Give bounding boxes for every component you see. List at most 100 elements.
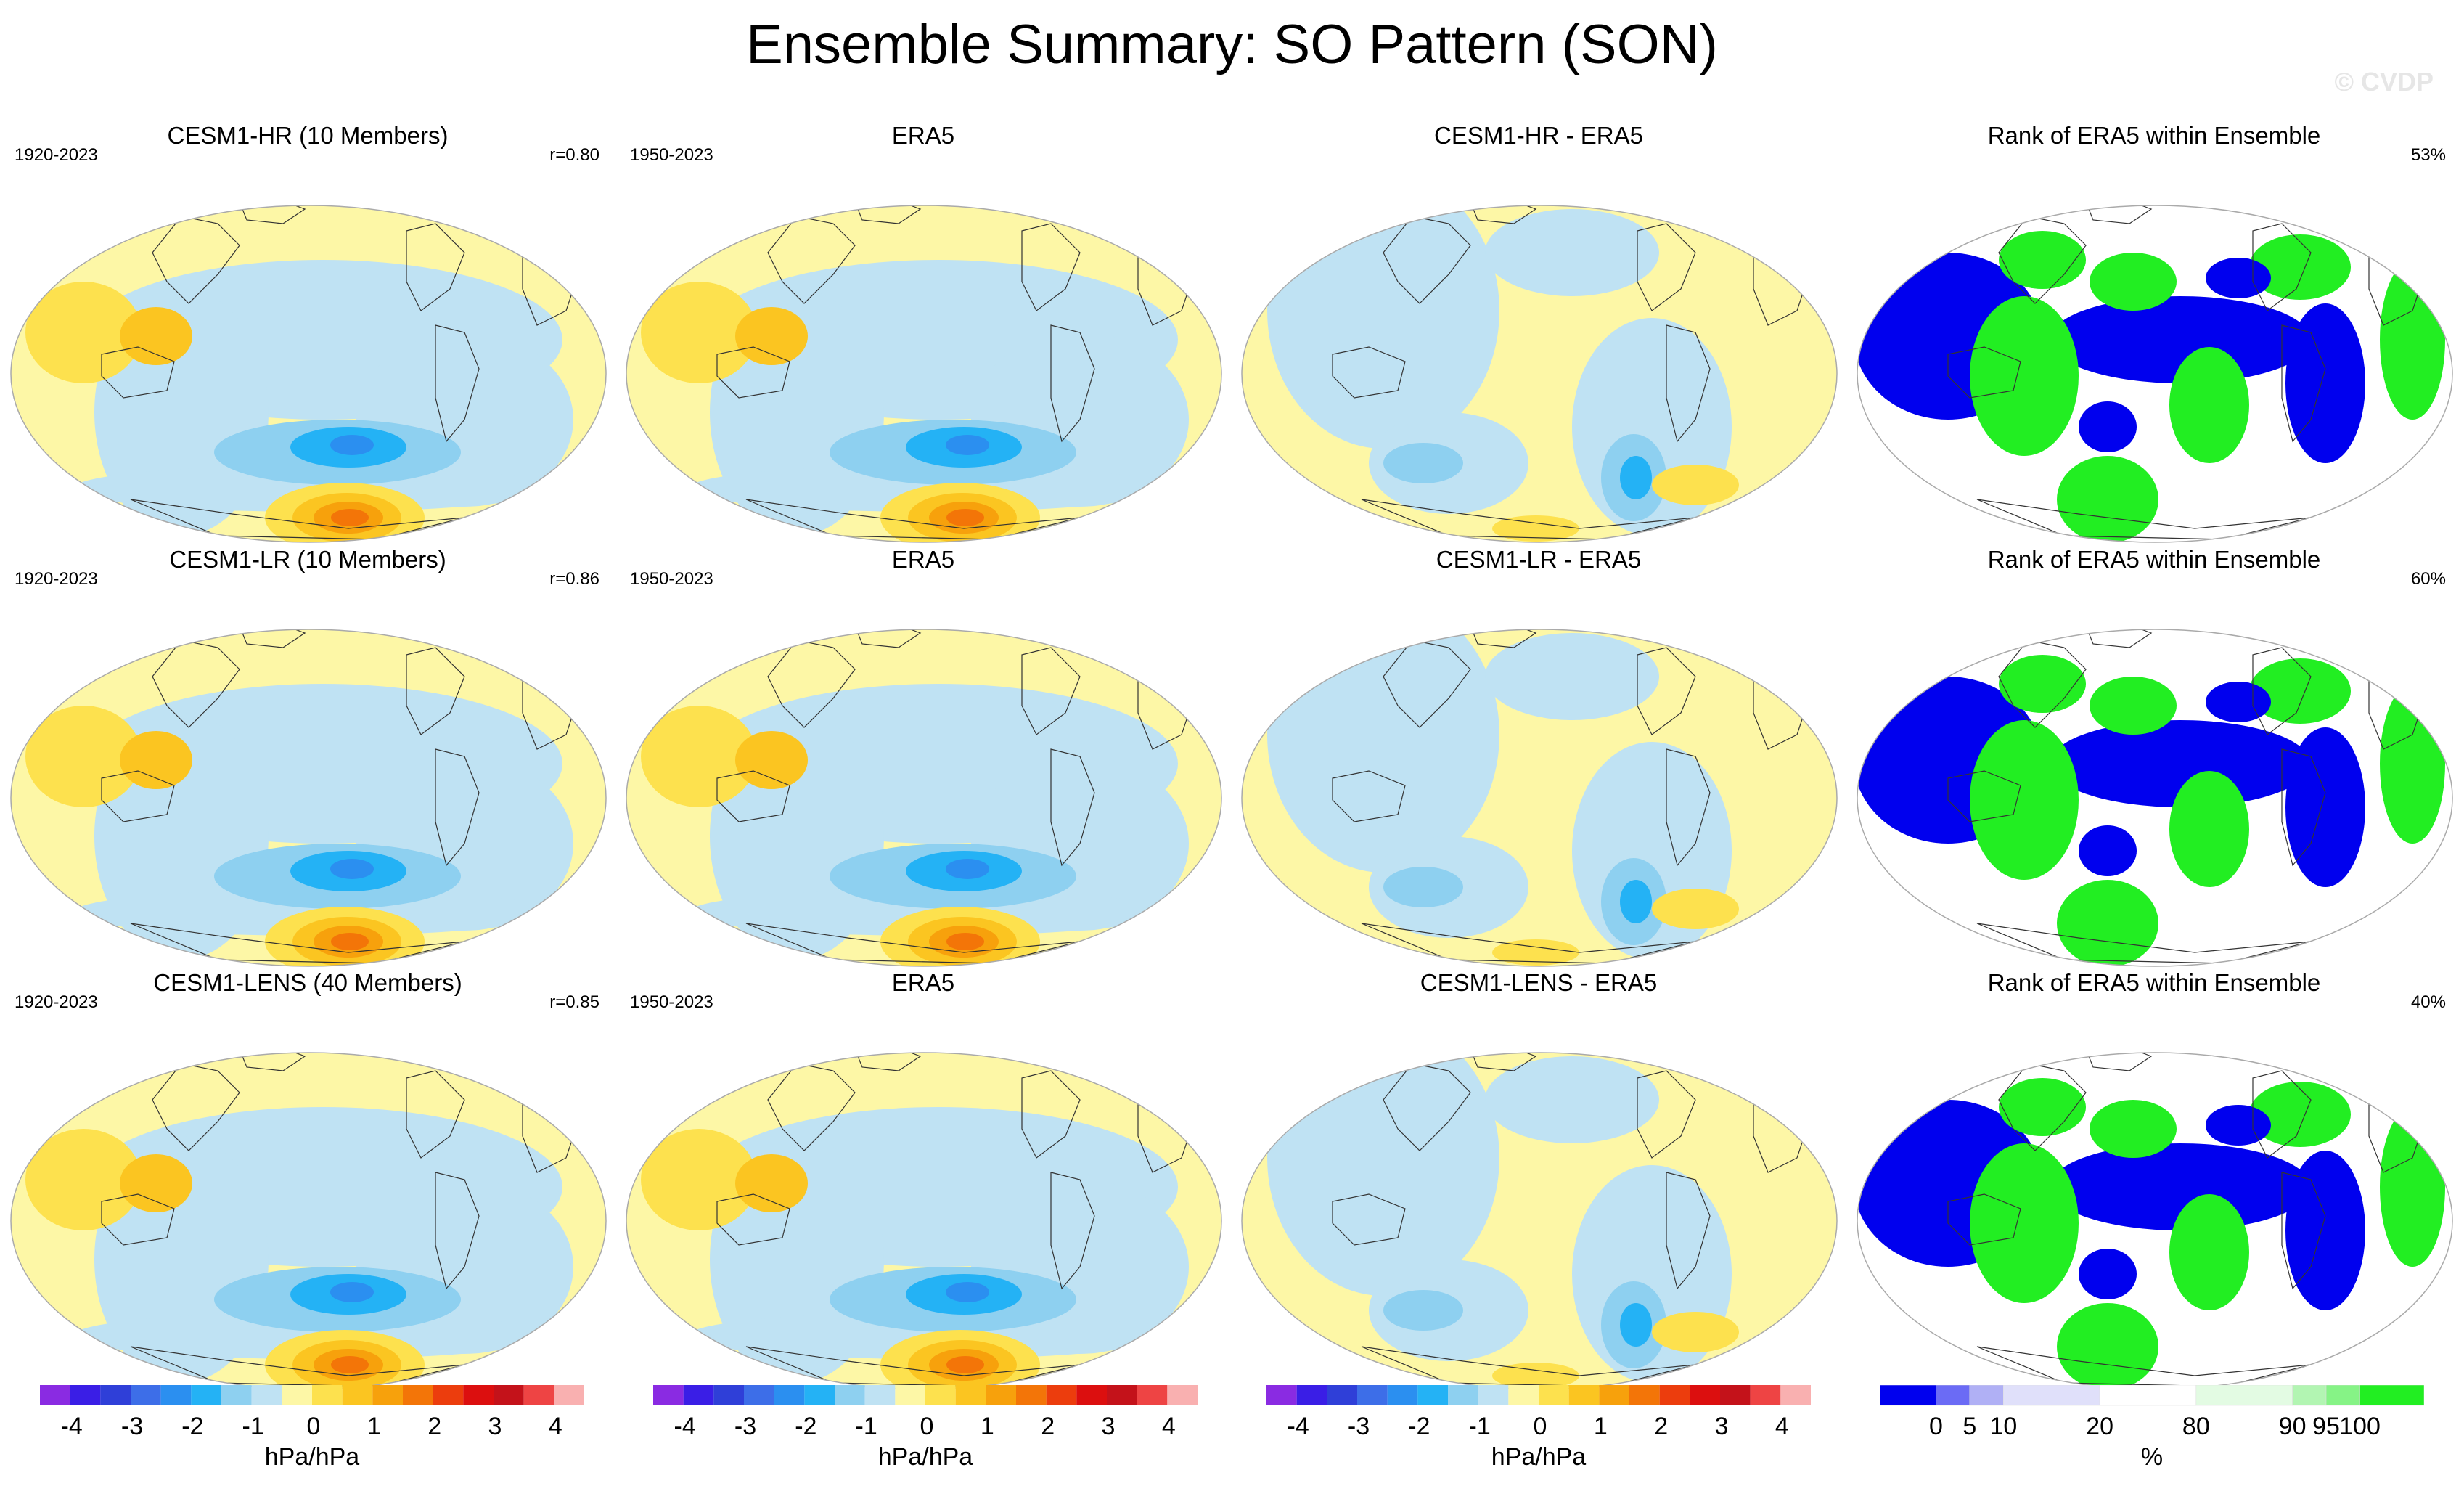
colorbar-swatch <box>1539 1385 1569 1405</box>
coastline <box>767 216 856 304</box>
map-panel: Rank of ERA5 within Ensemble 53% <box>1846 122 2462 543</box>
map-outline <box>1857 205 2453 543</box>
colorbar-tick-label: 20 <box>2086 1413 2113 1440</box>
colorbar-swatch <box>895 1385 925 1405</box>
colorbar-tick-label: 2 <box>1041 1413 1055 1440</box>
contour-field <box>2169 1194 2249 1310</box>
colorbar-swatch <box>1327 1385 1357 1405</box>
contour-field <box>1485 209 1659 296</box>
map-outline <box>1241 629 1838 967</box>
panel-period-label: 1920-2023 <box>15 569 98 589</box>
colorbar-swatch <box>1167 1385 1198 1405</box>
contour-field <box>1267 1053 1499 1296</box>
colorbar-tick-label: 4 <box>549 1413 562 1440</box>
colorbar-swatch <box>1046 1385 1077 1405</box>
colorbar: -4 -3 -2 -1 0 1 2 3 4 hPa/hPa <box>40 1385 584 1472</box>
colorbar-swatch <box>554 1385 584 1405</box>
coastline <box>1332 346 1406 399</box>
coastline <box>1637 223 1696 311</box>
contour-field <box>641 282 757 383</box>
colorbar-swatch <box>372 1385 403 1405</box>
contour-field <box>330 859 374 879</box>
contour-field <box>2090 1100 2177 1158</box>
contour-field <box>946 435 989 455</box>
colorbar-swatch <box>131 1385 161 1405</box>
coastline <box>854 629 922 648</box>
panel-stat-label: 60% <box>2410 569 2446 589</box>
panel-period-label: 1920-2023 <box>15 145 98 165</box>
coastline <box>1021 1070 1081 1159</box>
panel-stat-label: r=0.80 <box>549 145 599 165</box>
contour-field <box>1970 296 2079 456</box>
contour-field <box>25 706 142 807</box>
map-svg <box>626 205 1222 543</box>
colorbar-swatch <box>2325 1385 2360 1406</box>
colorbar-swatch <box>2359 1385 2424 1406</box>
coastline <box>1947 1193 2021 1246</box>
contour-field <box>641 706 757 807</box>
coastline <box>152 216 240 304</box>
colorbar-tick-label: 90 <box>2279 1413 2307 1440</box>
contour-field <box>735 731 808 789</box>
contour-field <box>2169 771 2249 887</box>
coastline <box>716 1193 790 1246</box>
colorbar-swatch <box>2195 1385 2293 1406</box>
contour-field <box>331 933 369 950</box>
colorbar-swatch <box>191 1385 221 1405</box>
colorbar-unit-label: % <box>2140 1443 2164 1471</box>
coastline <box>406 647 465 735</box>
coastline <box>767 640 856 728</box>
colorbar: 0 5 10 20 80 90 95 100% <box>1880 1385 2424 1472</box>
colorbar-tick-label: 1 <box>1594 1413 1608 1440</box>
contour-field <box>1999 655 2086 713</box>
contour-field <box>1620 880 1652 923</box>
coastline <box>1666 324 1711 443</box>
colorbar-tick-label: 4 <box>1775 1413 1789 1440</box>
contour-field <box>2057 880 2158 966</box>
coastline <box>1666 748 1711 867</box>
colorbar-swatch <box>1780 1385 1811 1405</box>
map-panel: ERA5 1950-2023 <box>615 546 1231 967</box>
map-outline <box>626 205 1222 543</box>
contour-field <box>331 509 369 526</box>
map-svg <box>1241 1052 1838 1390</box>
contour-field <box>1485 1056 1659 1143</box>
colorbar-svg: -4 -3 -2 -1 0 1 2 3 4 <box>653 1385 1198 1440</box>
colorbar-swatch <box>1690 1385 1720 1405</box>
contour-field <box>2380 684 2445 844</box>
colorbar-swatch <box>683 1385 714 1405</box>
contour-field <box>2206 258 2271 298</box>
contour-field <box>2050 720 2311 807</box>
coastline <box>1050 1172 1095 1290</box>
contour-field <box>2079 401 2137 452</box>
colorbar-tick-label: -2 <box>181 1413 203 1440</box>
contour-field <box>946 1356 984 1373</box>
coastline <box>2085 1053 2153 1071</box>
map-svg <box>1241 629 1838 967</box>
coastline <box>1050 748 1095 867</box>
colorbar-swatch <box>1448 1385 1478 1405</box>
colorbar-swatch <box>463 1385 494 1405</box>
coastline <box>101 1193 175 1246</box>
colorbar-swatch <box>403 1385 433 1405</box>
coastline <box>716 770 790 822</box>
colorbar-tick-label: -3 <box>734 1413 756 1440</box>
coastline <box>1021 647 1081 735</box>
map-outline <box>10 629 607 967</box>
colorbar-swatch <box>1357 1385 1388 1405</box>
map-svg <box>1857 629 2453 967</box>
contour-field <box>2079 1249 2137 1299</box>
contour-field <box>120 1154 192 1212</box>
colorbar: -4 -3 -2 -1 0 1 2 3 4 hPa/hPa <box>653 1385 1198 1472</box>
contour-field <box>946 1282 989 1302</box>
panel-period-label: 1920-2023 <box>15 992 98 1012</box>
colorbar-swatch <box>1936 1385 1970 1406</box>
panel-period-label: 1950-2023 <box>630 145 713 165</box>
panel-title: CESM1-HR (10 Members) <box>167 122 449 149</box>
colorbar-swatch <box>713 1385 744 1405</box>
colorbar-tick-label: 95 <box>2312 1413 2340 1440</box>
colorbar-tick-label: -3 <box>121 1413 143 1440</box>
panel-stat-label: 40% <box>2410 992 2446 1012</box>
colorbar-tick-label: 0 <box>920 1413 934 1440</box>
map-panel: CESM1-LENS (40 Members) 1920-2023 r=0.85 <box>0 969 615 1390</box>
